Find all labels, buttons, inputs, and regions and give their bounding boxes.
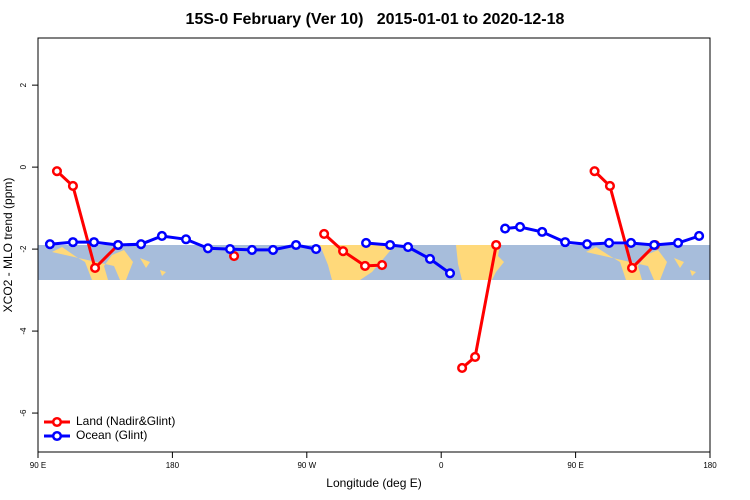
data-point: [514, 221, 526, 233]
data-point: [625, 237, 637, 249]
data-point: [156, 230, 167, 242]
data-point: [491, 239, 502, 251]
data-point: [229, 251, 240, 262]
data-point: [470, 351, 481, 362]
data-point: [268, 244, 279, 255]
data-point: [424, 253, 436, 264]
data-point: [402, 241, 414, 253]
data-point: [444, 268, 456, 279]
y-axis-label: XCO2 - MLO trend (ppm): [1, 178, 15, 313]
data-point: [589, 166, 600, 177]
y-tick-label: -2: [19, 245, 28, 253]
legend-marker: [51, 416, 63, 428]
data-point: [361, 237, 372, 249]
data-point: [694, 230, 705, 242]
data-point: [311, 244, 322, 255]
x-tick-label: 90 E: [30, 461, 46, 470]
data-point: [626, 262, 638, 274]
y-tick-label: 0: [19, 164, 28, 169]
data-point: [385, 239, 396, 251]
chart-title: 15S-0 February (Ver 10) 2015-01-01 to 20…: [186, 11, 565, 28]
data-point: [67, 180, 78, 192]
legend-label: Land (Nadir&Glint): [76, 414, 175, 428]
data-point: [44, 239, 55, 250]
y-tick-label: 2: [19, 82, 28, 87]
x-tick-label: 90 E: [567, 461, 583, 470]
data-point: [537, 226, 548, 237]
data-point: [290, 239, 302, 251]
data-point: [649, 239, 660, 251]
series: [44, 221, 705, 279]
data-point: [582, 239, 593, 250]
data-point: [202, 243, 213, 254]
map-strip: [38, 245, 710, 280]
x-axis-label: Longitude (deg E): [326, 476, 421, 490]
data-point: [67, 237, 78, 248]
x-tick-label: 180: [703, 461, 717, 470]
series-line: [55, 170, 657, 370]
data-point: [604, 237, 615, 249]
x-tick-label: 0: [439, 461, 444, 470]
land-patch: [140, 258, 166, 276]
legend-marker: [51, 430, 63, 442]
data-point: [359, 260, 371, 271]
data-point: [604, 180, 615, 192]
data-point: [88, 237, 100, 248]
data-point: [89, 262, 101, 274]
data-point: [338, 246, 349, 257]
data-point: [246, 244, 258, 255]
y-tick-label: -4: [19, 327, 28, 335]
legend: Land (Nadir&Glint)Ocean (Glint): [44, 414, 175, 442]
data-point: [51, 166, 63, 177]
data-point: [224, 244, 236, 255]
data-point: [500, 223, 511, 234]
x-tick-label: 90 W: [297, 461, 316, 470]
data-point: [112, 239, 124, 251]
series: [51, 166, 661, 374]
data-point: [377, 260, 388, 271]
data-point: [135, 239, 147, 250]
legend-label: Ocean (Glint): [76, 428, 147, 442]
data-point: [560, 237, 571, 248]
y-tick-label: -6: [19, 409, 28, 417]
plot-frame: [37, 37, 711, 453]
data-point: [457, 362, 468, 374]
data-point: [672, 237, 684, 249]
data-point: [319, 228, 330, 239]
data-point: [180, 234, 192, 245]
x-tick-label: 180: [166, 461, 180, 470]
land-patch: [674, 258, 696, 276]
